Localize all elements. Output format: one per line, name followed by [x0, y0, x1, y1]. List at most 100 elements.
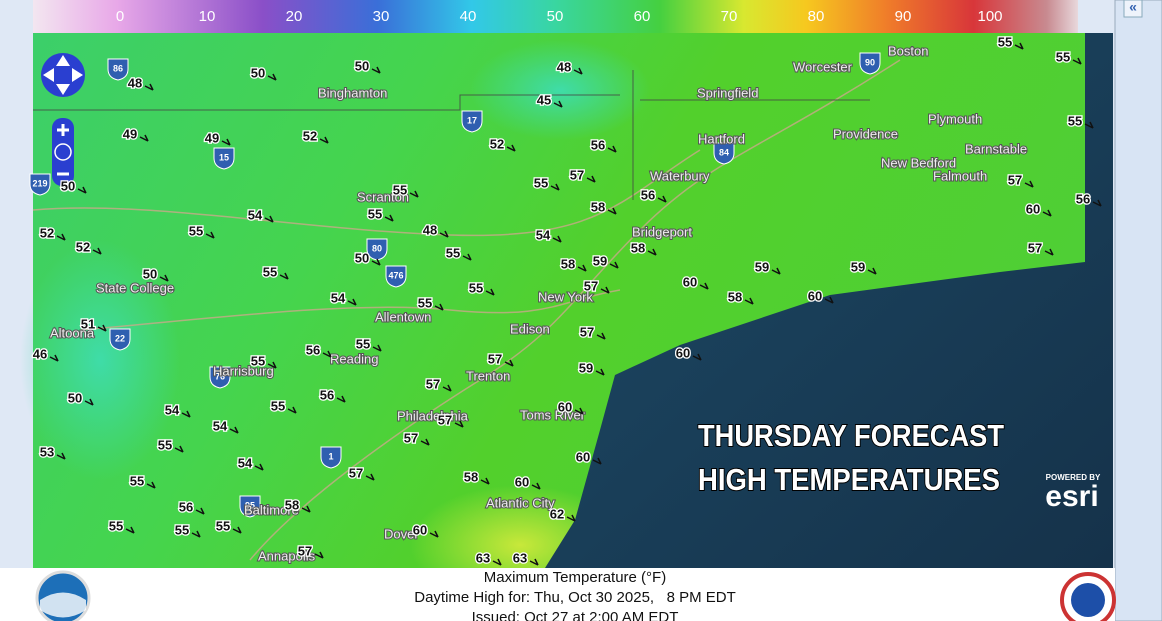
wind-barb [1092, 199, 1102, 207]
scale-tick-label: 100 [977, 8, 1002, 25]
wind-barb [49, 354, 59, 362]
zoom-in[interactable] [57, 124, 69, 136]
state-line [632, 70, 870, 200]
temperature-label: 53 [40, 444, 54, 459]
collapse-button-label[interactable]: « [1129, 0, 1137, 15]
cool-area [470, 40, 650, 140]
wind-barb [600, 286, 610, 294]
wind-barb [609, 261, 619, 269]
wind-barb [409, 190, 419, 198]
wind-barb [442, 384, 452, 392]
pan-up[interactable] [56, 55, 70, 66]
highway-shield [109, 328, 131, 351]
wind-barb [485, 288, 495, 296]
pan-left[interactable] [43, 68, 54, 82]
temperature-label: 56 [591, 137, 605, 152]
temperature-label: 55 [263, 264, 277, 279]
wind-barb [1044, 248, 1054, 256]
city-label: Hartford [698, 131, 745, 146]
temperature-label: 52 [40, 225, 54, 240]
temperature-label: 57 [426, 376, 440, 391]
wind-barb [492, 558, 502, 566]
wind-barb [159, 274, 169, 282]
wind-barb [267, 73, 277, 81]
wind-barb [92, 247, 102, 255]
wind-barb [205, 231, 215, 239]
city-label: Toms River [520, 407, 586, 422]
temperature-label: 55 [175, 522, 189, 537]
highway-shield [107, 58, 129, 81]
highway-shield [320, 446, 342, 469]
city-label: Bridgeport [632, 224, 692, 239]
highway-shield [209, 366, 231, 389]
wind-barb [867, 267, 877, 275]
wind-barb [566, 514, 576, 522]
city-label: Scranton [357, 189, 409, 204]
temperature-label: 55 [251, 353, 265, 368]
wind-barb [550, 183, 560, 191]
temperature-label: 60 [413, 522, 427, 537]
wind-barb [181, 410, 191, 418]
wind-barb [56, 452, 66, 460]
wind-barb [232, 526, 242, 534]
temperature-label: 55 [469, 280, 483, 295]
wind-barb [529, 558, 539, 566]
temperature-label: 55 [130, 473, 144, 488]
wind-barb [372, 344, 382, 352]
wind-barb [1024, 180, 1034, 188]
scale-tick-label: 80 [808, 8, 825, 25]
temperature-label: 50 [355, 250, 369, 265]
temperature-label: 52 [303, 128, 317, 143]
wind-barb [371, 66, 381, 74]
pan-down[interactable] [56, 84, 70, 95]
temperature-label: 50 [143, 266, 157, 281]
temperature-label: 50 [251, 65, 265, 80]
wind-barb [699, 282, 709, 290]
wind-barb [125, 526, 135, 534]
scale-tick-label: 60 [634, 8, 651, 25]
globe-button[interactable] [54, 143, 72, 161]
wind-barb [531, 482, 541, 490]
temperature-label: 49 [205, 130, 219, 145]
temperature-label: 55 [446, 245, 460, 260]
temperature-label: 57 [488, 351, 502, 366]
wind-barb [287, 406, 297, 414]
temperature-label: 55 [368, 206, 382, 221]
temperature-label: 58 [631, 240, 645, 255]
wind-barb [771, 267, 781, 275]
wind-barb [174, 445, 184, 453]
city-label: Boston [888, 43, 928, 58]
wind-barb [462, 253, 472, 261]
temperature-label: 55 [109, 518, 123, 533]
temperature-label: 59 [851, 259, 865, 274]
pan-right[interactable] [72, 68, 83, 82]
temperature-label: 59 [755, 259, 769, 274]
temperature-label: 56 [641, 187, 655, 202]
temperature-label: 56 [1076, 191, 1090, 206]
wind-barb [221, 138, 231, 146]
temperature-label: 51 [81, 316, 95, 331]
nws-logo-inner [1071, 583, 1105, 617]
city-label: Trenton [466, 368, 510, 383]
wind-barb [319, 136, 329, 144]
temperature-label: 60 [515, 474, 529, 489]
wind-barb [336, 395, 346, 403]
pan-control[interactable] [41, 53, 85, 97]
highway-number: 22 [115, 333, 125, 343]
wind-barb [420, 438, 430, 446]
highway-number: 1 [328, 451, 333, 461]
wind-barb [586, 175, 596, 183]
collapse-button[interactable] [1123, 0, 1143, 18]
temperature-label: 54 [213, 418, 228, 433]
temperature-label: 54 [248, 207, 263, 222]
highway-number: 219 [32, 178, 47, 188]
highway-shield [29, 173, 51, 196]
wind-barb [577, 264, 587, 272]
highway-number: 15 [219, 152, 229, 162]
temperature-label: 55 [189, 223, 203, 238]
temperature-label: 57 [580, 324, 594, 339]
highway-shield [239, 495, 261, 518]
scale-tick-label: 30 [373, 8, 390, 25]
noaa-logo-wave [40, 592, 86, 618]
